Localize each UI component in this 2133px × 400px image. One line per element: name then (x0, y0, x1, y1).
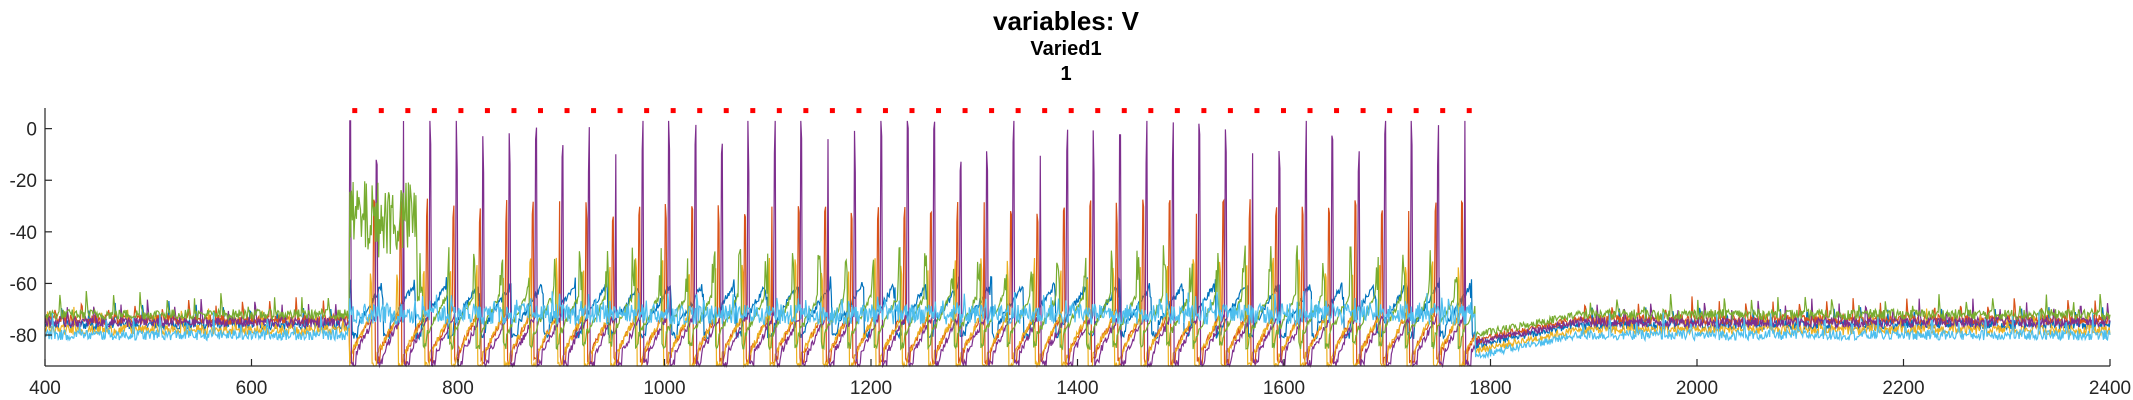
stimulus-marker (1201, 108, 1207, 114)
stimulus-marker (1334, 108, 1340, 114)
stimulus-marker (909, 108, 915, 114)
stimulus-marker (591, 108, 597, 114)
stimulus-marker (1466, 108, 1472, 114)
y-ticks: 0 -20 -40 -60 -80 (10, 120, 52, 347)
y-tick-label-0: 0 (26, 120, 37, 141)
stimulus-marker (882, 108, 888, 114)
chart-subtitle-2: 1 (1060, 63, 1071, 85)
stimulus-markers (352, 108, 1472, 114)
stimulus-marker (723, 108, 729, 114)
stimulus-marker (1413, 108, 1419, 114)
stimulus-marker (1280, 108, 1286, 114)
x-tick-label-2000: 2000 (1676, 378, 1718, 399)
stimulus-marker (1360, 108, 1366, 114)
stimulus-marker (1015, 108, 1021, 114)
stimulus-marker (1307, 108, 1313, 114)
x-tick-label-600: 600 (236, 378, 268, 399)
stimulus-marker (511, 108, 517, 114)
stimulus-marker (1068, 108, 1074, 114)
series-line-3 (44, 120, 2111, 369)
chart-subtitle-1: Varied1 (1030, 38, 1101, 60)
x-tick-label-800: 800 (442, 378, 474, 399)
x-tick-label-1400: 1400 (1056, 378, 1098, 399)
stimulus-marker (1095, 108, 1101, 114)
x-tick-label-400: 400 (29, 378, 61, 399)
stimulus-marker (829, 108, 835, 114)
stimulus-marker (644, 108, 650, 114)
stimulus-marker (352, 108, 358, 114)
stimulus-marker (431, 108, 437, 114)
x-tick-label-1600: 1600 (1263, 378, 1305, 399)
stimulus-marker (405, 108, 411, 114)
stimulus-marker (697, 108, 703, 114)
stimulus-marker (458, 108, 464, 114)
x-tick-label-2400: 2400 (2089, 378, 2131, 399)
x-ticks: 400 600 800 1000 1200 1400 1600 1800 2000 2200 240… (29, 359, 2131, 399)
x-tick-label-1800: 1800 (1469, 378, 1511, 399)
stimulus-marker (989, 108, 995, 114)
stimulus-marker (1148, 108, 1154, 114)
x-tick-label-1200: 1200 (850, 378, 892, 399)
series-line-5 (44, 290, 2111, 359)
stimulus-marker (962, 108, 968, 114)
stimulus-marker (936, 108, 942, 114)
stimulus-marker (1174, 108, 1180, 114)
stimulus-marker (1042, 108, 1048, 114)
series-layer (44, 120, 2111, 369)
stimulus-marker (670, 108, 676, 114)
stimulus-marker (617, 108, 623, 114)
stimulus-marker (803, 108, 809, 114)
y-tick-label--40: -40 (10, 223, 37, 244)
stimulus-marker (1227, 108, 1233, 114)
stimulus-marker (564, 108, 570, 114)
stimulus-marker (378, 108, 384, 114)
y-tick-label--60: -60 (10, 274, 37, 295)
stimulus-marker (1440, 108, 1446, 114)
chart-title: variables: V (993, 6, 1140, 36)
stimulus-marker (1387, 108, 1393, 114)
stimulus-marker (537, 108, 543, 114)
stimulus-marker (1254, 108, 1260, 114)
y-tick-label--20: -20 (10, 171, 37, 192)
stimulus-marker (856, 108, 862, 114)
x-tick-label-1000: 1000 (643, 378, 685, 399)
stimulus-marker (776, 108, 782, 114)
y-tick-label--80: -80 (10, 326, 37, 347)
stimulus-marker (1121, 108, 1127, 114)
stimulus-marker (484, 108, 490, 114)
x-tick-label-2200: 2200 (1882, 378, 1924, 399)
stimulus-marker (750, 108, 756, 114)
